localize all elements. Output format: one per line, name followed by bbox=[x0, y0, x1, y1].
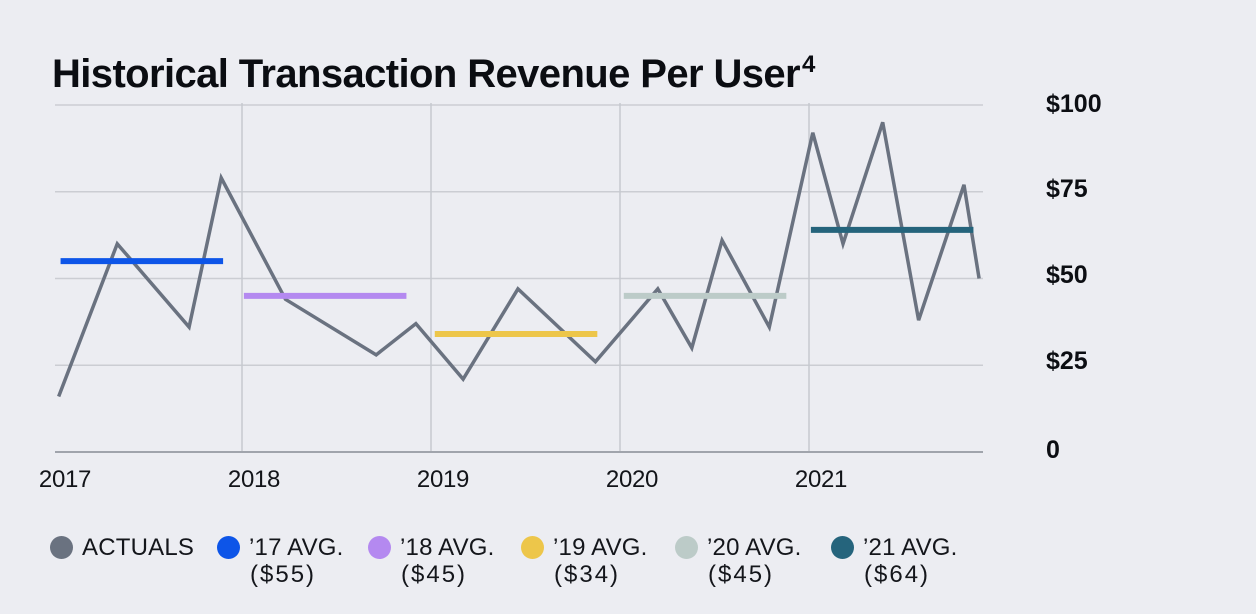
legend-value-18-avg: ($45) bbox=[401, 561, 468, 588]
title-footnote-superscript: 4 bbox=[802, 50, 815, 78]
legend-item-21-avg: ’21 AVG. ($64) bbox=[831, 534, 958, 588]
x-axis-tick-2021: 2021 bbox=[794, 466, 848, 493]
y-axis-tick-25: $25 bbox=[1046, 347, 1088, 375]
legend-item-20-avg: ’20 AVG. ($45) bbox=[675, 534, 802, 588]
legend-swatch-20-avg bbox=[675, 536, 698, 559]
legend-label-actuals: ACTUALS bbox=[82, 534, 195, 561]
legend-item-19-avg: ’19 AVG. ($34) bbox=[521, 534, 648, 588]
page-title-text: Historical Transaction Revenue Per User bbox=[52, 51, 801, 96]
y-axis-tick-0: 0 bbox=[1046, 436, 1060, 464]
x-axis-tick-2020: 2020 bbox=[605, 466, 659, 493]
legend-item-17-avg: ’17 AVG. ($55) bbox=[217, 534, 344, 588]
legend-label-17-avg: ’17 AVG. bbox=[249, 534, 344, 561]
legend-swatch-actuals bbox=[50, 536, 73, 559]
legend-swatch-17-avg bbox=[217, 536, 240, 559]
legend-swatch-18-avg bbox=[368, 536, 391, 559]
y-axis-tick-100: $100 bbox=[1046, 90, 1102, 118]
legend-value-20-avg: ($45) bbox=[708, 561, 775, 588]
legend-item-18-avg: ’18 AVG. ($45) bbox=[368, 534, 495, 588]
revenue-line-chart bbox=[55, 103, 983, 453]
x-axis-tick-2018: 2018 bbox=[227, 466, 281, 493]
legend-label-19-avg: ’19 AVG. bbox=[553, 534, 648, 561]
legend-label-20-avg: ’20 AVG. bbox=[707, 534, 802, 561]
legend-label-18-avg: ’18 AVG. bbox=[400, 534, 495, 561]
legend-swatch-19-avg bbox=[521, 536, 544, 559]
y-axis-tick-75: $75 bbox=[1046, 175, 1088, 203]
legend-value-21-avg: ($64) bbox=[864, 561, 931, 588]
legend-value-19-avg: ($34) bbox=[554, 561, 621, 588]
page-title: Historical Transaction Revenue Per User4 bbox=[52, 51, 815, 97]
legend-item-actuals: ACTUALS bbox=[50, 534, 194, 561]
legend-label-21-avg: ’21 AVG. bbox=[863, 534, 958, 561]
actuals-line bbox=[57, 121, 981, 398]
x-axis-tick-2019: 2019 bbox=[416, 466, 470, 493]
y-axis-tick-50: $50 bbox=[1046, 261, 1088, 289]
legend-swatch-21-avg bbox=[831, 536, 854, 559]
legend-value-17-avg: ($55) bbox=[250, 561, 317, 588]
x-axis-tick-2017: 2017 bbox=[38, 466, 92, 493]
